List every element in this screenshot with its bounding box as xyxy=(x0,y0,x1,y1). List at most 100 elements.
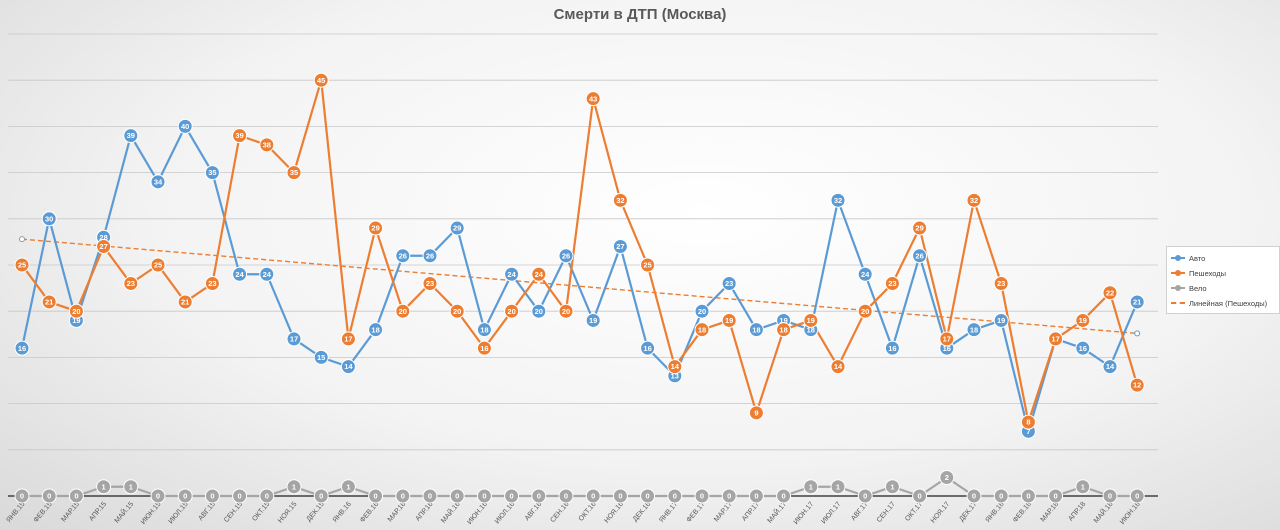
x-tick-label: АПР.16 xyxy=(415,501,435,523)
data-point-1 xyxy=(721,312,737,328)
data-point-1 xyxy=(204,275,220,291)
data-label-2: 0 xyxy=(265,492,269,501)
data-point-0 xyxy=(368,322,384,338)
legend-item-trendline: Линейная (Пешеходы) xyxy=(1171,296,1267,310)
data-point-2 xyxy=(912,488,928,504)
data-point-1 xyxy=(96,239,112,255)
data-point-0 xyxy=(504,266,520,282)
x-tick-label: МАР.18 xyxy=(1040,501,1061,524)
data-label-2: 0 xyxy=(1026,492,1030,501)
x-tick-label: ОКТ.17 xyxy=(904,501,924,523)
data-point-1 xyxy=(558,303,574,319)
x-tick-label: ИЮН.18 xyxy=(1119,501,1142,526)
data-label-0: 16 xyxy=(643,344,651,353)
data-point-1 xyxy=(340,331,356,347)
data-label-0: 16 xyxy=(1079,344,1087,353)
data-point-0 xyxy=(531,303,547,319)
data-label-2: 0 xyxy=(918,492,922,501)
data-label-2: 0 xyxy=(319,492,323,501)
data-label-0: 18 xyxy=(752,325,760,334)
data-label-2: 0 xyxy=(47,492,51,501)
data-point-1 xyxy=(14,257,30,273)
data-point-1 xyxy=(531,266,547,282)
data-label-0: 32 xyxy=(834,196,842,205)
x-tick-label: АПР.17 xyxy=(741,501,761,523)
data-point-0 xyxy=(204,165,220,181)
x-tick-label: ДЕК.17 xyxy=(958,501,978,523)
data-point-1 xyxy=(830,359,846,375)
data-label-1: 19 xyxy=(1079,316,1087,325)
data-label-0: 40 xyxy=(181,122,189,131)
data-label-0: 14 xyxy=(1106,362,1115,371)
data-label-2: 0 xyxy=(673,492,677,501)
data-label-0: 34 xyxy=(154,177,163,186)
x-tick-label: ЯНВ.15 xyxy=(5,501,26,524)
legend-item-velo: Вело xyxy=(1171,281,1207,295)
data-point-1 xyxy=(476,340,492,356)
trendline-end-marker xyxy=(1134,330,1141,337)
data-point-2 xyxy=(313,488,329,504)
data-point-2 xyxy=(939,470,955,486)
data-label-0: 27 xyxy=(616,242,624,251)
data-label-1: 20 xyxy=(861,307,869,316)
x-tick-label: НОЯ.16 xyxy=(603,501,625,525)
x-tick-label: СЕН.17 xyxy=(876,501,897,524)
data-label-0: 13 xyxy=(671,371,679,380)
data-point-0 xyxy=(123,128,139,144)
data-point-2 xyxy=(1020,488,1036,504)
data-point-0 xyxy=(14,340,30,356)
data-point-1 xyxy=(640,257,656,273)
x-tick-label: МАЙ.15 xyxy=(112,499,135,524)
data-point-2 xyxy=(232,488,248,504)
data-point-2 xyxy=(41,488,57,504)
data-label-0: 28 xyxy=(99,233,107,242)
x-tick-label: МАР.17 xyxy=(713,501,734,524)
data-label-0: 19 xyxy=(72,316,80,325)
data-point-0 xyxy=(1102,359,1118,375)
data-label-1: 39 xyxy=(235,131,243,140)
data-label-0: 20 xyxy=(698,307,706,316)
data-point-0 xyxy=(476,322,492,338)
data-point-0 xyxy=(884,340,900,356)
data-label-0: 20 xyxy=(535,307,543,316)
legend-item-peshehody: Пешеходы xyxy=(1171,266,1226,280)
data-point-2 xyxy=(531,488,547,504)
data-label-1: 14 xyxy=(834,362,843,371)
data-point-0 xyxy=(993,312,1009,328)
x-tick-label: ФЕВ.16 xyxy=(359,501,380,524)
data-point-0 xyxy=(449,220,465,236)
data-point-0 xyxy=(259,266,275,282)
data-label-1: 35 xyxy=(290,168,298,177)
data-point-2 xyxy=(993,488,1009,504)
data-label-1: 20 xyxy=(72,307,80,316)
x-tick-label: ФЕВ.18 xyxy=(1012,501,1033,524)
data-point-0 xyxy=(612,239,628,255)
data-label-2: 0 xyxy=(1054,492,1058,501)
data-label-1: 20 xyxy=(507,307,515,316)
data-point-2 xyxy=(884,479,900,495)
data-label-2: 0 xyxy=(455,492,459,501)
data-point-1 xyxy=(748,405,764,421)
data-point-0 xyxy=(640,340,656,356)
data-point-1 xyxy=(422,275,438,291)
data-label-1: 23 xyxy=(426,279,434,288)
data-point-1 xyxy=(966,192,982,208)
data-point-0 xyxy=(912,248,928,264)
x-tick-label: СЕН.15 xyxy=(223,501,244,524)
data-label-0: 16 xyxy=(888,344,896,353)
data-label-1: 38 xyxy=(263,140,271,149)
data-point-1 xyxy=(857,303,873,319)
data-point-2 xyxy=(286,479,302,495)
data-label-1: 43 xyxy=(589,94,597,103)
data-point-0 xyxy=(857,266,873,282)
data-point-2 xyxy=(640,488,656,504)
data-label-0: 24 xyxy=(507,270,516,279)
chart-title: Смерти в ДТП (Москва) xyxy=(553,6,727,23)
data-point-1 xyxy=(150,257,166,273)
data-label-2: 0 xyxy=(74,492,78,501)
data-label-0: 18 xyxy=(970,325,978,334)
data-point-2 xyxy=(830,479,846,495)
data-point-0 xyxy=(150,174,166,190)
data-point-1 xyxy=(667,359,683,375)
data-point-1 xyxy=(1048,331,1064,347)
